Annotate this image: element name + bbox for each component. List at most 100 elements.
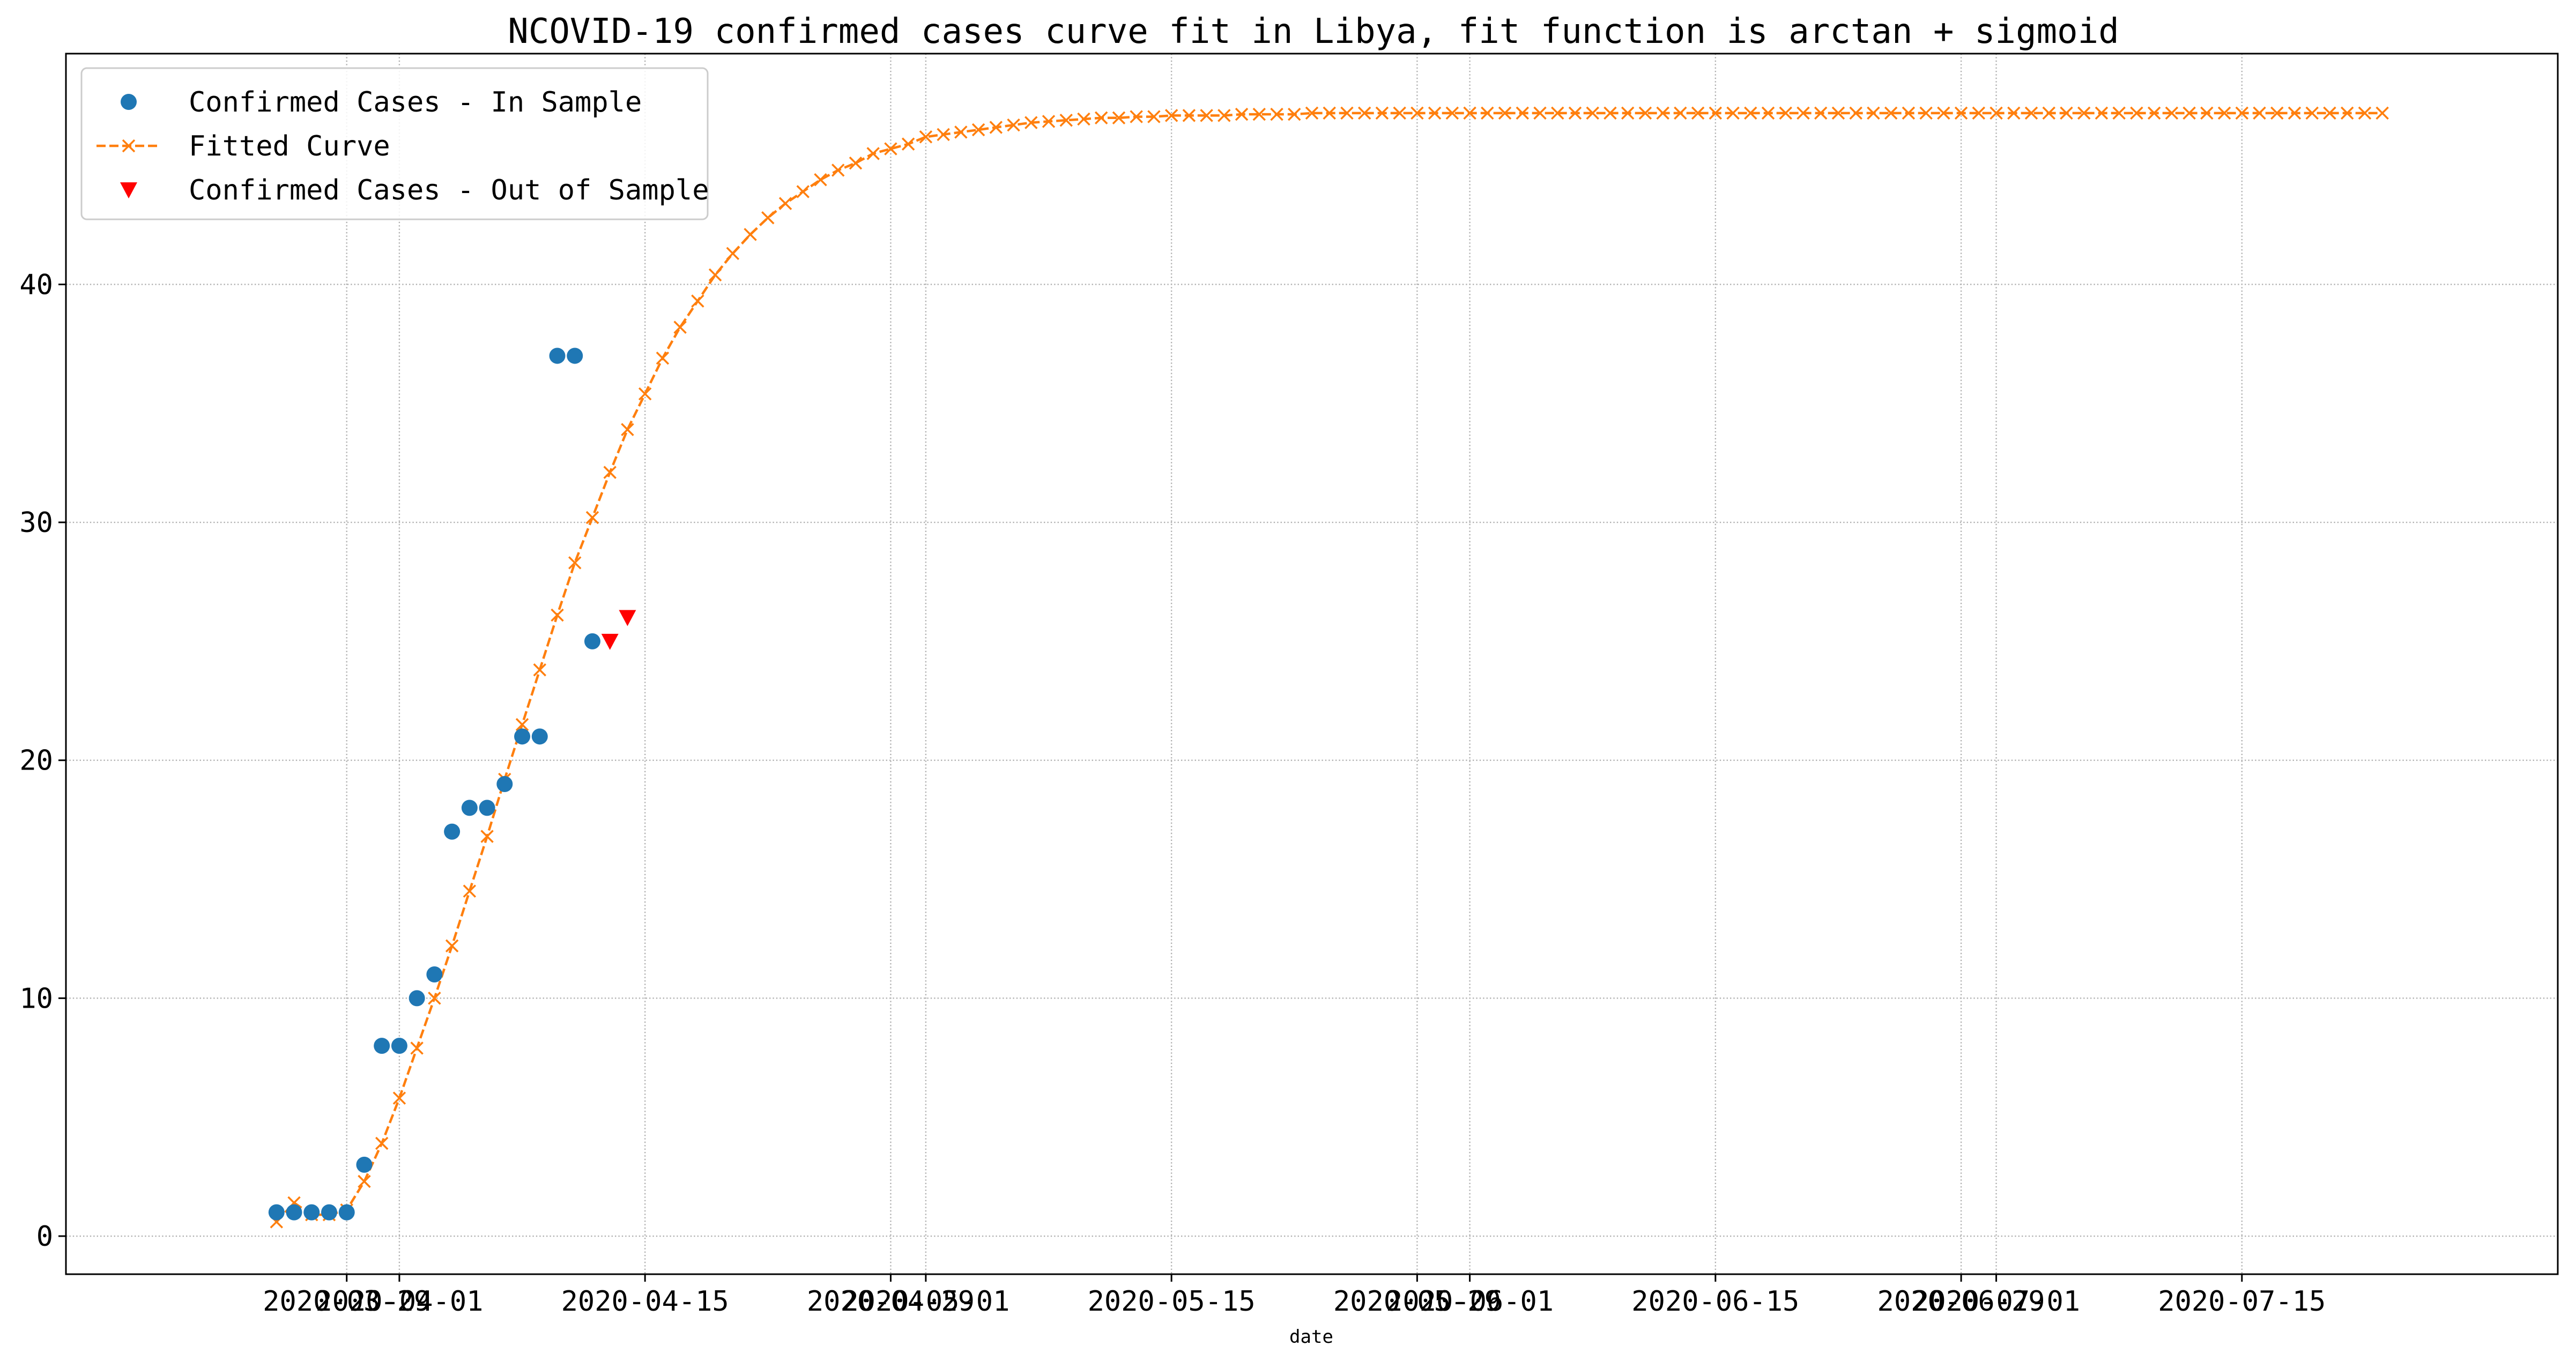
fitted-curve-point [603,465,617,479]
fitted-curve-point [1972,106,1986,120]
chart-title: NCOVID-19 confirmed cases curve fit in L… [508,12,2119,51]
fitted-curve-point [1112,111,1126,125]
fitted-curve-point [1568,106,1582,120]
fitted-curve-point [1200,109,1213,122]
fitted-curve-point [1814,106,1828,120]
fitted-curve-point [463,884,477,898]
fitted-curve-point [1726,106,1740,120]
in-sample-point [303,1204,320,1221]
out-of-sample-point [619,610,636,626]
fitted-curve-point [2358,106,2372,120]
y-tick-label: 30 [19,507,53,539]
fitted-curve-point [1919,106,1933,120]
fitted-curve-point [1779,106,1793,120]
in-sample-point [374,1038,390,1054]
in-sample-point [356,1156,373,1173]
plot-area [268,106,2389,1229]
fitted-curve-point [1077,112,1090,126]
fitted-curve-point [1393,106,1406,120]
fitted-curve-point [1463,106,1476,120]
fitted-curve-point [1481,106,1494,120]
fitted-curve-point [1831,106,1845,120]
fitted-curve-point [1130,110,1143,123]
in-sample-point [321,1204,337,1221]
fitted-curve-point [2340,106,2354,120]
fitted-curve-point [1621,106,1635,120]
fitted-curve-point [2217,106,2231,120]
fitted-curve-point [1761,106,1775,120]
fitted-curve-point [2024,106,2038,120]
fitted-curve-point [1305,106,1319,120]
fitted-curve-point [1691,106,1705,120]
legend-in-sample-marker [121,94,137,110]
fitted-curve-point [1954,106,1968,120]
fitted-curve-point [2095,106,2109,120]
fitted-curve-point [1937,106,1950,120]
x-tick-label: 2020-04-01 [315,1285,483,1318]
fitted-curve-point [1182,109,1196,122]
x-axis-label: date [1289,1326,1333,1348]
fitted-curve-point [1007,118,1020,132]
in-sample-point [496,776,513,793]
fitted-curve-point [1218,109,1231,122]
fitted-curve-point [358,1174,371,1188]
fitted-curve-point [2375,106,2389,120]
fitted-curve-point [2130,106,2143,120]
legend: Confirmed Cases - In Sample Fitted Curve C… [80,67,709,220]
legend-label: Confirmed Cases - In Sample [189,86,642,119]
fitted-curve-point [1586,106,1599,120]
fitted-curve-point [884,142,897,156]
x-tick-label: 2020-05-01 [842,1285,1009,1318]
fitted-curve-point [1516,106,1530,120]
fitted-curve-point [656,351,670,365]
fitted-curve-point [1849,106,1862,120]
x-tick-label: 2020-07-01 [1912,1285,2080,1318]
in-sample-point [531,728,548,745]
fitted-curve-point [1059,113,1073,127]
in-sample-point [286,1204,302,1221]
fitted-curve-point [445,939,459,952]
fitted-curve-point [1796,106,1810,120]
in-sample-point [409,990,425,1007]
legend-fitted-marker [122,139,136,153]
in-sample-point [426,966,443,982]
fitted-curve-point [515,718,529,731]
fitted-curve-point [849,156,863,170]
in-sample-point [584,633,600,649]
fitted-curve-point [1375,106,1389,120]
fitted-curve-point [919,130,933,144]
x-tick-label: 2020-04-29 [807,1285,975,1318]
in-sample-point [338,1204,355,1221]
fitted-curve-point [971,123,985,137]
fitted-curve-point [1709,106,1723,120]
fitted-curve-point [778,197,792,210]
in-sample-point [549,348,566,364]
fitted-curve-point [1411,106,1424,120]
fitted-curve-point [1357,106,1371,120]
fitted-curve-point [392,1091,406,1105]
fitted-curve-point [1428,106,1442,120]
fitted-curve-point [2235,106,2249,120]
x-tick-label: 2020-05-29 [1333,1285,1501,1318]
legend-label: Confirmed Cases - Out of Sample [189,174,709,206]
in-sample-point [391,1038,407,1054]
fitted-curve-point [726,247,740,260]
fitted-curve-point [1252,107,1266,121]
fitted-curve-point [761,211,775,225]
fitted-curve-point [1867,106,1880,120]
fitted-curve-point [2112,106,2126,120]
y-tick-label: 10 [19,982,53,1015]
fitted-curve-point [2270,106,2284,120]
fitted-curve-point [831,164,845,177]
fitted-curve-point [744,227,757,241]
fitted-curve-point [1744,106,1757,120]
fitted-curve-point [533,663,547,677]
fitted-curve-point [1270,107,1283,121]
fitted-curve-point [2077,106,2091,120]
fitted-curve-point [1164,109,1178,122]
x-tick-label: 2020-05-15 [1088,1285,1256,1318]
fitted-curve-point [1902,106,1916,120]
in-sample-point [444,823,461,840]
fitted-curve-point [1235,107,1249,121]
